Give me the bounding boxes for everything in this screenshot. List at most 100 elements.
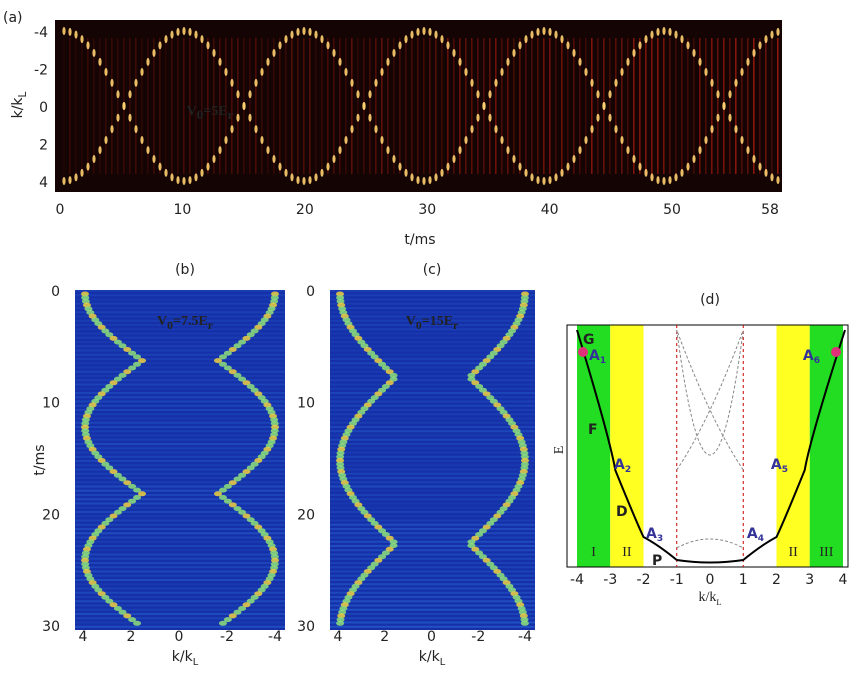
dot [230, 78, 234, 87]
region-label: I [591, 545, 596, 560]
stripe [525, 38, 527, 174]
dot [270, 428, 279, 434]
noise-row [330, 417, 535, 420]
dot [360, 572, 369, 578]
stripe [153, 38, 155, 174]
stripe [645, 38, 647, 174]
dot [97, 524, 106, 530]
dot [336, 461, 345, 467]
dot [94, 454, 103, 460]
noise-row [75, 379, 285, 382]
y-tick-label: 20 [297, 507, 315, 523]
y-tick-label: -2 [34, 63, 48, 79]
dot [97, 458, 106, 463]
point-main: A [771, 457, 782, 473]
annotation-part: =7.5E [173, 314, 208, 329]
stripe [669, 38, 671, 174]
dot [176, 176, 180, 185]
annotation-part: V [187, 104, 197, 119]
noise-row [75, 511, 285, 513]
dot [494, 125, 498, 134]
stripe [309, 38, 311, 174]
dot [389, 376, 398, 382]
dot [385, 546, 394, 552]
dot [518, 443, 527, 449]
dot [614, 78, 618, 87]
dot [214, 358, 222, 364]
dot [764, 35, 768, 44]
dot [254, 324, 263, 330]
dot [233, 476, 242, 482]
y-tick-label: 20 [42, 507, 60, 523]
dot [296, 176, 300, 185]
stripe [105, 38, 107, 174]
dot [554, 173, 558, 182]
stripe [87, 38, 89, 174]
dot [374, 391, 383, 397]
dot [170, 173, 174, 182]
noise-row [330, 511, 535, 513]
noise-row [75, 409, 285, 411]
stripe [195, 38, 197, 174]
dot [458, 57, 462, 66]
dot [110, 78, 114, 87]
dot [566, 162, 570, 171]
x-axis-label: k/kL [419, 649, 446, 668]
stripe [441, 38, 443, 174]
dot [270, 432, 279, 438]
stripe [165, 38, 167, 174]
dot [337, 302, 346, 308]
stripe [579, 38, 581, 174]
stripe [567, 38, 569, 174]
noise-row [75, 345, 285, 348]
y-axis-label-sub: L [17, 91, 29, 97]
stripe [81, 38, 83, 174]
dot [62, 27, 66, 35]
dot [500, 67, 504, 76]
noise-row [75, 489, 285, 492]
y-axis-label: t/ms [32, 444, 48, 475]
dot [81, 561, 90, 567]
noise-row [75, 553, 285, 556]
panel-label: (a) [3, 10, 23, 26]
dot [378, 554, 387, 560]
dot [674, 30, 678, 39]
dot [422, 27, 426, 35]
noise-row [330, 472, 535, 475]
dot [133, 495, 142, 500]
stripe [555, 38, 557, 174]
noise-row [330, 319, 535, 322]
x-tick-label: 0 [56, 202, 65, 218]
dot [152, 48, 156, 57]
stripe [159, 38, 161, 174]
dot [128, 350, 137, 356]
dot [101, 520, 110, 526]
noise-row [75, 353, 285, 356]
dot [118, 609, 127, 615]
dot [489, 517, 498, 523]
noise-row [330, 358, 535, 360]
noise-row [330, 451, 535, 454]
noise-row [75, 392, 285, 394]
stripe [117, 38, 119, 174]
stripe [507, 38, 509, 174]
image-a [55, 20, 782, 192]
dot [686, 162, 690, 171]
dot [494, 78, 498, 87]
noise-row [330, 328, 535, 331]
noise-row [75, 494, 285, 496]
y-tick-label: 30 [297, 619, 315, 635]
stripe [495, 38, 497, 174]
x-axis-label-main: k/k [172, 649, 194, 665]
stripe [279, 38, 281, 174]
dot [686, 41, 690, 50]
x-tick-label: 4 [839, 572, 848, 588]
noise-row [75, 617, 285, 620]
annotation: V0=7.5Er [157, 314, 213, 331]
noise-row [330, 302, 535, 305]
dot [214, 491, 222, 497]
dot [517, 439, 526, 445]
noise-row [330, 315, 535, 318]
x-tick-label: 3 [805, 572, 814, 588]
state-dot [831, 347, 841, 357]
